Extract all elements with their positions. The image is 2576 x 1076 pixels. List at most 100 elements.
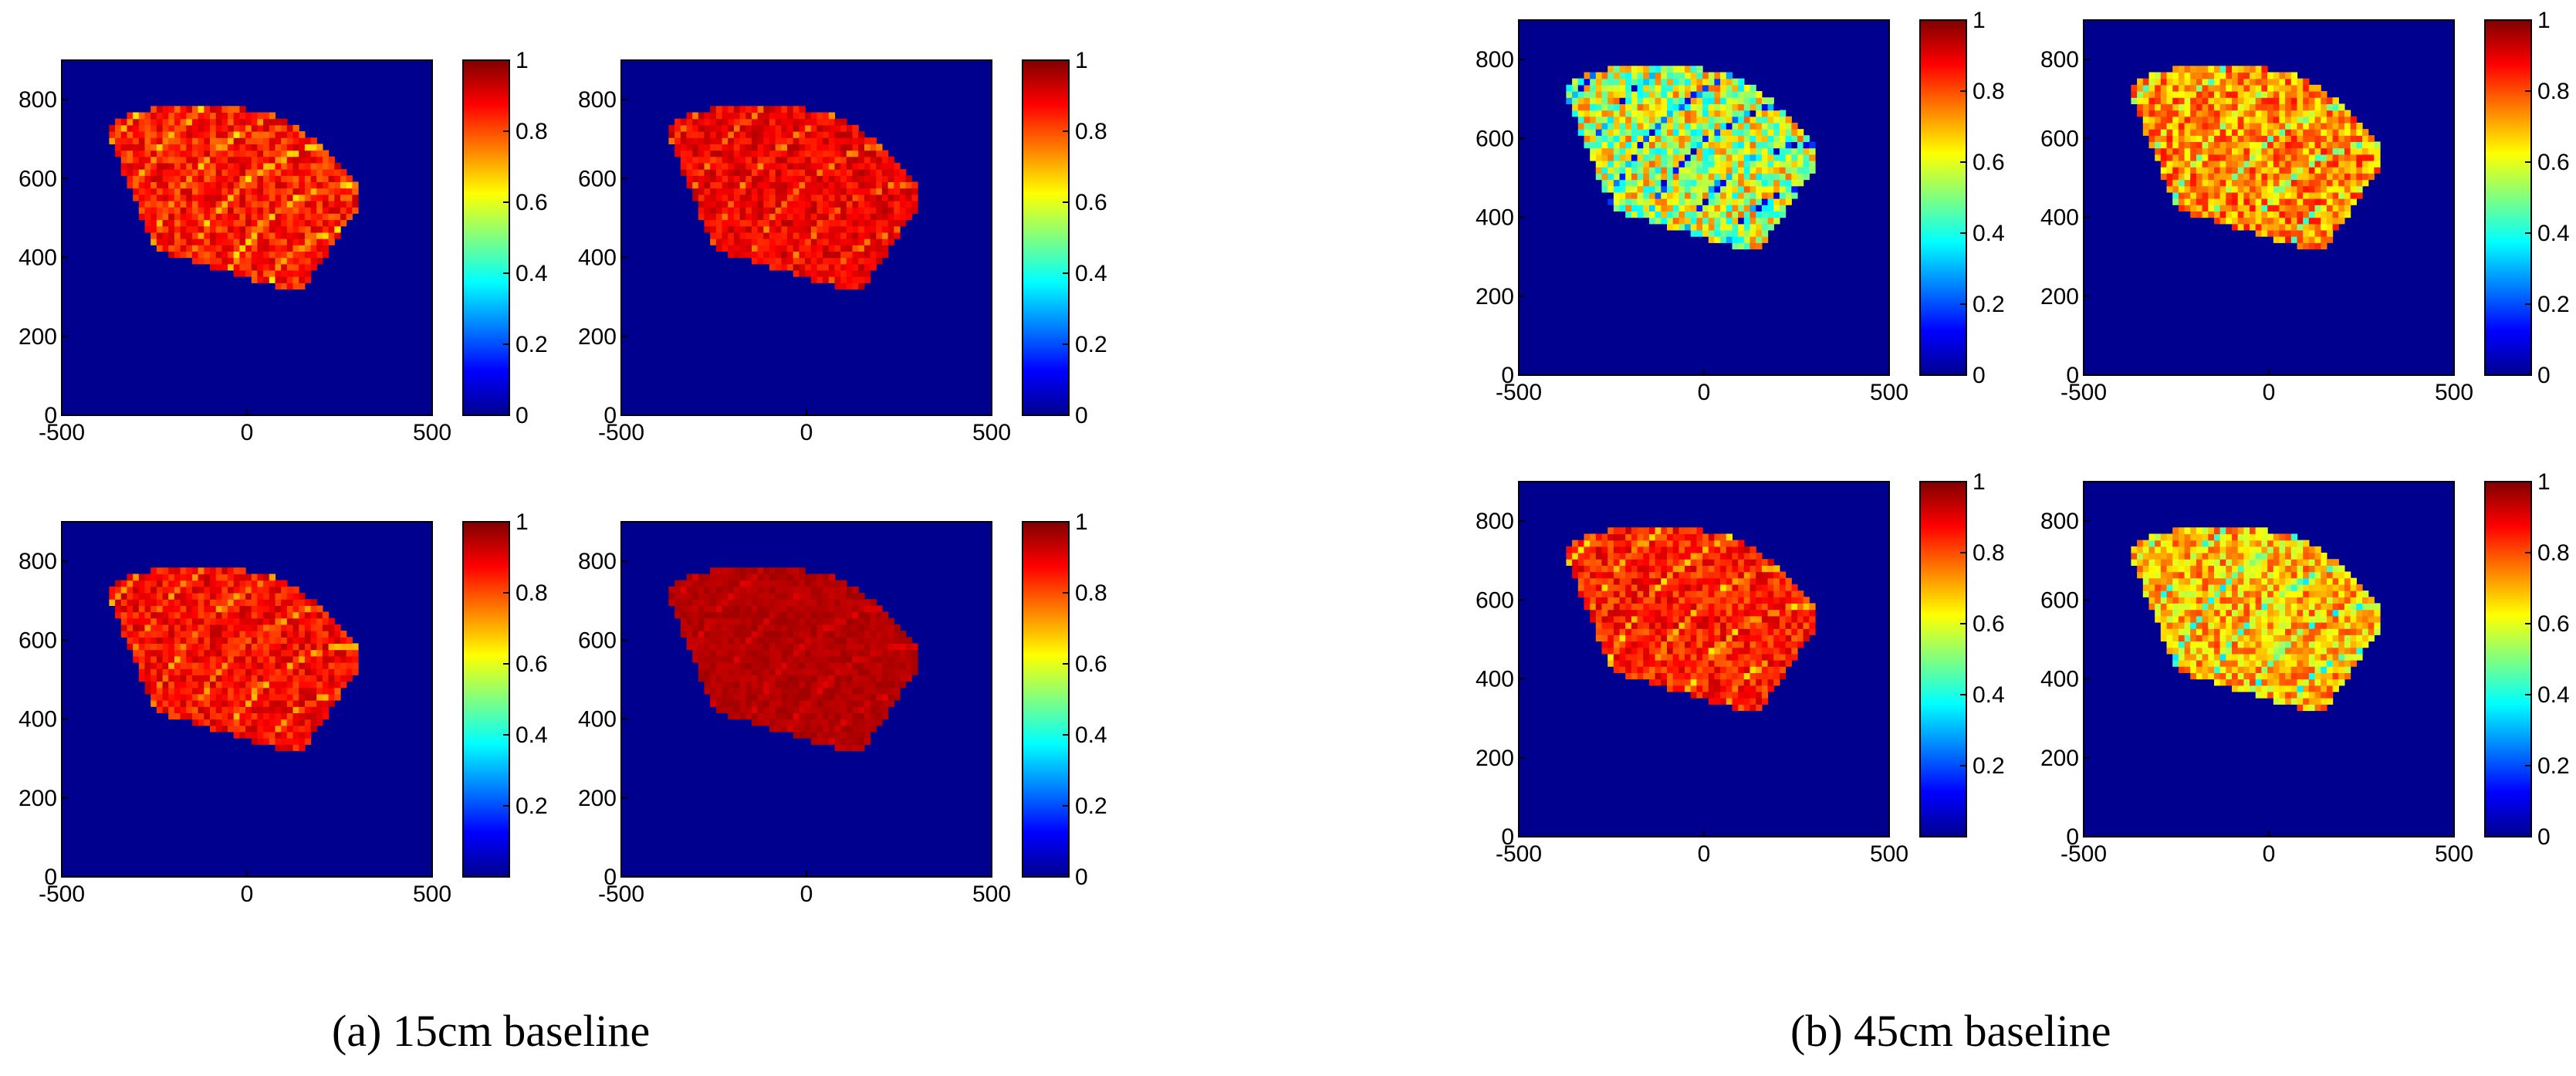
- heatmap-cell: [150, 225, 157, 233]
- heatmap-cell: [793, 137, 800, 144]
- heatmap-cell: [2226, 154, 2233, 161]
- heatmap-cell: [870, 719, 877, 726]
- heatmap-cell: [852, 131, 859, 138]
- heatmap-cell: [138, 181, 146, 189]
- heatmap-cell: [127, 580, 134, 587]
- heatmap-cell: [1625, 161, 1632, 167]
- heatmap-cell: [2184, 84, 2191, 92]
- heatmap-cell: [174, 194, 181, 201]
- heatmap-cell: [858, 731, 865, 739]
- heatmap-cell: [733, 643, 741, 651]
- heatmap-cell: [763, 586, 770, 594]
- heatmap-cell: [876, 175, 883, 182]
- heatmap-cell: [2178, 129, 2186, 136]
- heatmap-cell: [150, 631, 157, 638]
- heatmap-cell: [1714, 161, 1721, 167]
- heatmap-cell: [1732, 242, 1739, 250]
- heatmap-cell: [2178, 84, 2186, 92]
- heatmap-cell: [156, 580, 164, 587]
- heatmap-cell: [816, 263, 823, 271]
- heatmap-cell: [198, 599, 205, 606]
- heatmap-cell: [1773, 116, 1780, 124]
- heatmap-cell: [144, 631, 151, 638]
- heatmap-cell: [1631, 154, 1638, 161]
- heatmap-cell: [2219, 141, 2226, 149]
- heatmap-cell: [2178, 167, 2186, 174]
- heatmap-cell: [2166, 122, 2173, 130]
- heatmap-cell: [2214, 72, 2221, 80]
- heatmap-cell: [310, 675, 317, 682]
- heatmap-cell: [2148, 116, 2155, 124]
- heatmap-cell: [816, 225, 823, 233]
- heatmap-cell: [1803, 135, 1810, 142]
- heatmap-cell: [150, 675, 157, 682]
- heatmap-cell: [292, 681, 299, 689]
- heatmap-cell: [174, 675, 181, 682]
- heatmap-cell: [852, 219, 859, 227]
- heatmap-cell: [686, 144, 693, 151]
- heatmap-cell: [269, 574, 276, 581]
- heatmap-cell: [1625, 110, 1632, 117]
- heatmap-cell: [1797, 161, 1804, 167]
- heatmap-cell: [722, 706, 729, 713]
- heatmap-cell: [793, 156, 800, 164]
- heatmap-cell: [745, 693, 752, 701]
- heatmap-cell: [286, 655, 294, 663]
- heatmap-cell: [1732, 116, 1739, 124]
- heatmap-cell: [328, 681, 335, 689]
- heatmap-cell: [150, 586, 157, 594]
- heatmap-cell: [1625, 173, 1632, 181]
- heatmap-cell: [763, 719, 770, 726]
- heatmap-cell: [816, 719, 823, 726]
- heatmap-cell: [745, 605, 752, 613]
- heatmap-cell: [2219, 147, 2226, 155]
- heatmap-cell: [692, 631, 699, 638]
- heatmap-cell: [1619, 179, 1626, 187]
- heatmap-cell: [2250, 191, 2257, 199]
- heatmap-cell: [210, 251, 217, 259]
- heatmap-cell: [864, 263, 871, 271]
- heatmap-cell: [263, 207, 270, 214]
- heatmap-cell: [334, 668, 341, 675]
- heatmap-cell: [799, 175, 806, 182]
- heatmap-cell: [150, 605, 157, 613]
- heatmap-cell: [215, 611, 222, 619]
- heatmap-cell: [180, 655, 187, 663]
- heatmap-cell: [805, 144, 812, 151]
- heatmap-cell: [228, 219, 235, 227]
- heatmap-cell: [1714, 191, 1721, 199]
- heatmap-cell: [2184, 173, 2191, 181]
- heatmap-cell: [810, 263, 818, 271]
- heatmap-cell: [204, 124, 211, 132]
- heatmap-cell: [715, 662, 723, 669]
- heatmap-cell: [715, 599, 723, 606]
- heatmap-cell: [2178, 66, 2186, 73]
- heatmap-cell: [251, 675, 259, 682]
- heatmap-cell: [2202, 72, 2209, 80]
- heatmap-cell: [816, 162, 823, 170]
- heatmap-cell: [150, 624, 157, 631]
- heatmap-cell: [2142, 97, 2150, 104]
- heatmap-cell: [852, 706, 859, 713]
- heatmap-cell: [887, 693, 894, 701]
- heatmap-cell: [1767, 185, 1774, 193]
- heatmap-cell: [1685, 141, 1692, 149]
- heatmap-cell: [840, 605, 847, 613]
- heatmap-cell: [180, 593, 187, 600]
- heatmap-cell: [275, 225, 282, 233]
- heatmap-cell: [1607, 84, 1614, 92]
- heatmap-cell: [828, 181, 836, 189]
- heatmap-cell: [138, 144, 146, 151]
- heatmap-cell: [852, 239, 859, 245]
- heatmap-cell: [162, 169, 169, 176]
- heatmap-cell: [156, 156, 164, 164]
- heatmap-cell: [787, 706, 794, 713]
- heatmap-cell: [1720, 185, 1727, 193]
- heatmap-cell: [2196, 198, 2203, 205]
- heatmap-cell: [269, 586, 276, 594]
- heatmap-cell: [156, 574, 164, 581]
- heatmap-cell: [757, 245, 764, 252]
- heatmap-cell: [698, 586, 705, 594]
- heatmap-cell: [1661, 185, 1668, 193]
- heatmap-cell: [769, 213, 776, 221]
